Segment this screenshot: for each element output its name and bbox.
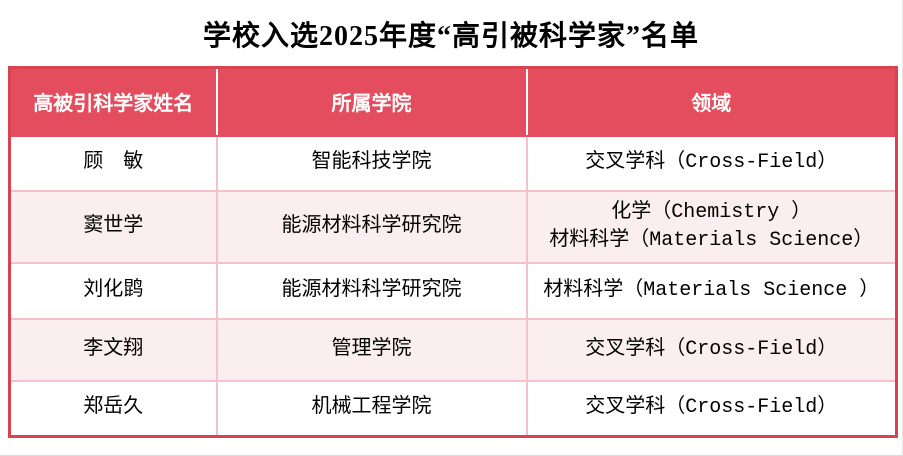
cell-college: 能源材料科学研究院: [215, 189, 528, 264]
cell-field: 材料科学（Materials Science ）: [525, 261, 898, 320]
column-header-college: 所属学院: [215, 67, 527, 137]
table-row: 李文翔 管理学院 交叉学科（Cross-Field）: [8, 317, 898, 382]
field-line-1: 交叉学科（Cross-Field）: [585, 151, 838, 174]
table-header: 高被引科学家姓名 所属学院 领域: [8, 67, 897, 137]
column-header-scientist-name: 高被引科学家姓名: [8, 67, 217, 137]
field-line-1: 交叉学科（Cross-Field）: [585, 337, 838, 361]
table-row: 刘化鹍 能源材料科学研究院 材料科学（Materials Science ）: [8, 261, 898, 320]
cell-college: 能源材料科学研究院: [215, 261, 528, 320]
highly-cited-scientists-table: 高被引科学家姓名 所属学院 领域 顾 敏 智能科技学院 交叉学科（Cross-F…: [8, 66, 898, 438]
field-line-1: 化学（Chemistry ）: [611, 200, 812, 224]
field-line-2: 材料科学（Materials Science）: [549, 228, 874, 252]
field-line-1: 交叉学科（Cross-Field）: [585, 396, 838, 420]
cell-field: 化学（Chemistry ） 材料科学（Materials Science）: [525, 189, 898, 264]
table-row: 郑岳久 机械工程学院 交叉学科（Cross-Field）: [8, 379, 898, 438]
column-header-field: 领域: [525, 67, 897, 137]
cell-college: 管理学院: [215, 317, 528, 382]
table-header-row: 高被引科学家姓名 所属学院 领域: [8, 67, 897, 137]
cell-scientist-name: 窦世学: [8, 189, 218, 264]
cell-field: 交叉学科（Cross-Field）: [525, 134, 898, 192]
cell-college: 机械工程学院: [215, 379, 528, 438]
field-line-1: 材料科学（Materials Science ）: [543, 278, 880, 302]
table-row: 顾 敏 智能科技学院 交叉学科（Cross-Field）: [8, 134, 898, 192]
page-title: 学校入选2025年度“高引被科学家”名单: [202, 21, 699, 52]
cell-scientist-name: 顾 敏: [8, 134, 218, 192]
table-row: 窦世学 能源材料科学研究院 化学（Chemistry ） 材料科学（Materi…: [8, 189, 898, 264]
cell-scientist-name: 郑岳久: [8, 379, 218, 438]
cell-scientist-name: 李文翔: [8, 317, 218, 382]
cell-field: 交叉学科（Cross-Field）: [525, 317, 898, 382]
cell-field: 交叉学科（Cross-Field）: [525, 379, 898, 438]
cell-scientist-name: 刘化鹍: [8, 261, 218, 320]
cell-college: 智能科技学院: [215, 134, 528, 192]
